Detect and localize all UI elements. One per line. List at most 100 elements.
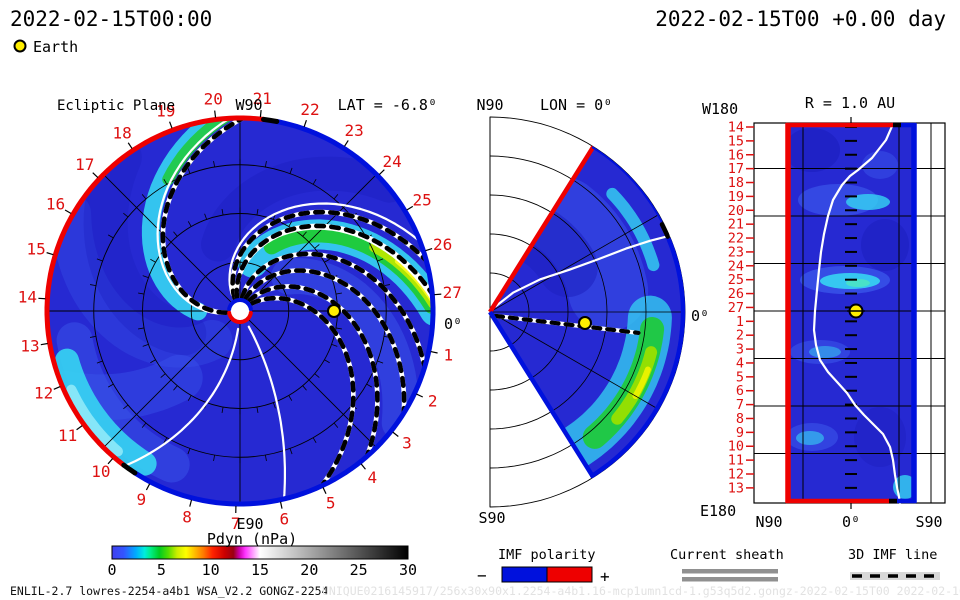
earth-marker-meridional — [578, 316, 592, 330]
imf-positive-swatch — [546, 566, 593, 583]
imf-line-3d — [160, 117, 248, 315]
imf-line-3d — [493, 313, 641, 335]
wedge-north-edge-positive — [488, 145, 596, 314]
day-label: 8 — [182, 507, 192, 526]
ecliptic-e90-label: E90 — [236, 515, 263, 533]
legend-imf-title: IMF polarity — [498, 547, 596, 563]
imf-line-3d — [249, 295, 356, 490]
meridional-s90-label: S90 — [478, 509, 505, 527]
day-label: 1 — [444, 345, 454, 364]
latitude-axis-label: 0⁰ — [842, 513, 860, 531]
meridional-panel — [488, 116, 686, 508]
day-row-label: 1 — [736, 314, 744, 330]
day-row-label: 15 — [728, 133, 744, 149]
day-row-label: 6 — [736, 383, 744, 399]
imf-line-3d — [230, 209, 431, 301]
imf-line-3d — [243, 268, 407, 418]
legend-imf-plus: + — [600, 567, 610, 586]
day-label: 23 — [344, 121, 363, 140]
radial-title: R = 1.0 AU — [805, 94, 895, 112]
day-row-label: 23 — [728, 244, 744, 260]
colorbar: 0 5 10 15 20 25 30 — [107, 545, 417, 579]
radial-w180-label: W180 — [702, 100, 738, 118]
colorbar-tick-label: 0 — [107, 561, 116, 579]
day-label: 25 — [413, 191, 432, 210]
wedge-south-edge-negative — [488, 310, 596, 479]
day-label: 19 — [156, 101, 175, 120]
legend-sheath-title: Current sheath — [670, 547, 784, 563]
sun-marker — [230, 301, 250, 321]
ecliptic-lon0-label: 0⁰ — [444, 315, 462, 333]
day-row-label: 22 — [728, 231, 744, 247]
day-row-label: 27 — [728, 300, 744, 316]
colorbar-tick-label: 25 — [350, 561, 368, 579]
day-label: 17 — [75, 155, 94, 174]
day-label: 3 — [402, 433, 412, 452]
day-label: 16 — [46, 195, 65, 214]
legend-samples — [13, 39, 940, 583]
day-row-label: 11 — [728, 453, 744, 469]
day-label: 11 — [58, 426, 77, 445]
ecliptic-lat-label: LAT = -6.8⁰ — [338, 96, 437, 114]
ecliptic-w90-label: W90 — [235, 96, 262, 114]
day-label: 14 — [18, 288, 37, 307]
day-label: 9 — [136, 490, 146, 509]
current-sheet-line — [123, 327, 240, 467]
day-row-label: 5 — [736, 369, 744, 385]
current-sheet-line — [228, 202, 422, 296]
colorbar-tick-label: 10 — [202, 561, 220, 579]
day-label: 15 — [26, 239, 45, 258]
watermark-text: UNIQUE0216145917/256x30x90x1.2254-a4b1.1… — [322, 584, 960, 598]
day-row-label: 2 — [736, 328, 744, 344]
timestamp-right: 2022-02-15T00 +0.00 day — [655, 7, 946, 31]
imf-line-3d — [239, 251, 428, 372]
day-row-label: 12 — [728, 467, 744, 483]
day-row-label: 24 — [728, 258, 744, 274]
radial-e180-label: E180 — [700, 502, 736, 520]
earth-marker-ecliptic — [327, 304, 341, 318]
day-row-label: 18 — [728, 175, 744, 191]
day-row-label: 7 — [736, 397, 744, 413]
earth-legend-label: Earth — [33, 38, 78, 56]
day-label: 6 — [279, 509, 289, 528]
imf-polarity-rim — [132, 119, 436, 507]
day-label: 22 — [300, 100, 319, 119]
day-row-label: 19 — [728, 189, 744, 205]
day-row-label: 26 — [728, 286, 744, 302]
day-label: 12 — [34, 384, 53, 403]
day-label: 4 — [367, 468, 377, 487]
colorbar-tick-label: 20 — [300, 561, 318, 579]
legend-imf-minus: − — [477, 566, 487, 585]
day-row-label: 20 — [728, 203, 744, 219]
imf-line-3d — [246, 284, 380, 461]
imf-negative-swatch — [501, 566, 548, 583]
day-label: 10 — [91, 462, 110, 481]
radial-panel: 1415161718192021222324252627123456789101… — [728, 117, 946, 531]
day-label: 7 — [231, 514, 241, 533]
model-version-label: ENLIL-2.7 lowres-2254-a4b1 WSA_V2.2 GONG… — [10, 584, 329, 598]
day-row-label: 13 — [728, 480, 744, 496]
day-row-label: 9 — [736, 425, 744, 441]
day-label: 21 — [253, 89, 272, 108]
day-label: 5 — [326, 494, 336, 513]
meridional-eq-label: 0⁰ — [691, 307, 709, 325]
day-row-label: 14 — [728, 120, 744, 136]
day-label: 18 — [112, 124, 131, 143]
imf-line-3d — [234, 223, 434, 300]
earth-legend-icon — [13, 39, 27, 53]
current-sheet-line — [812, 122, 902, 505]
day-row-label: 16 — [728, 147, 744, 163]
day-label: 2 — [428, 392, 438, 411]
current-sheet-line — [247, 325, 286, 500]
imf-polarity-rim — [44, 115, 266, 468]
day-label: 20 — [204, 90, 223, 109]
day-label: 26 — [433, 235, 452, 254]
colorbar-tick-label: 30 — [399, 561, 417, 579]
day-row-label: 17 — [728, 161, 744, 177]
pressure-stream-arm — [162, 117, 233, 186]
colorbar-title: Pdyn (nPa) — [207, 530, 297, 548]
day-label: 27 — [443, 283, 462, 302]
